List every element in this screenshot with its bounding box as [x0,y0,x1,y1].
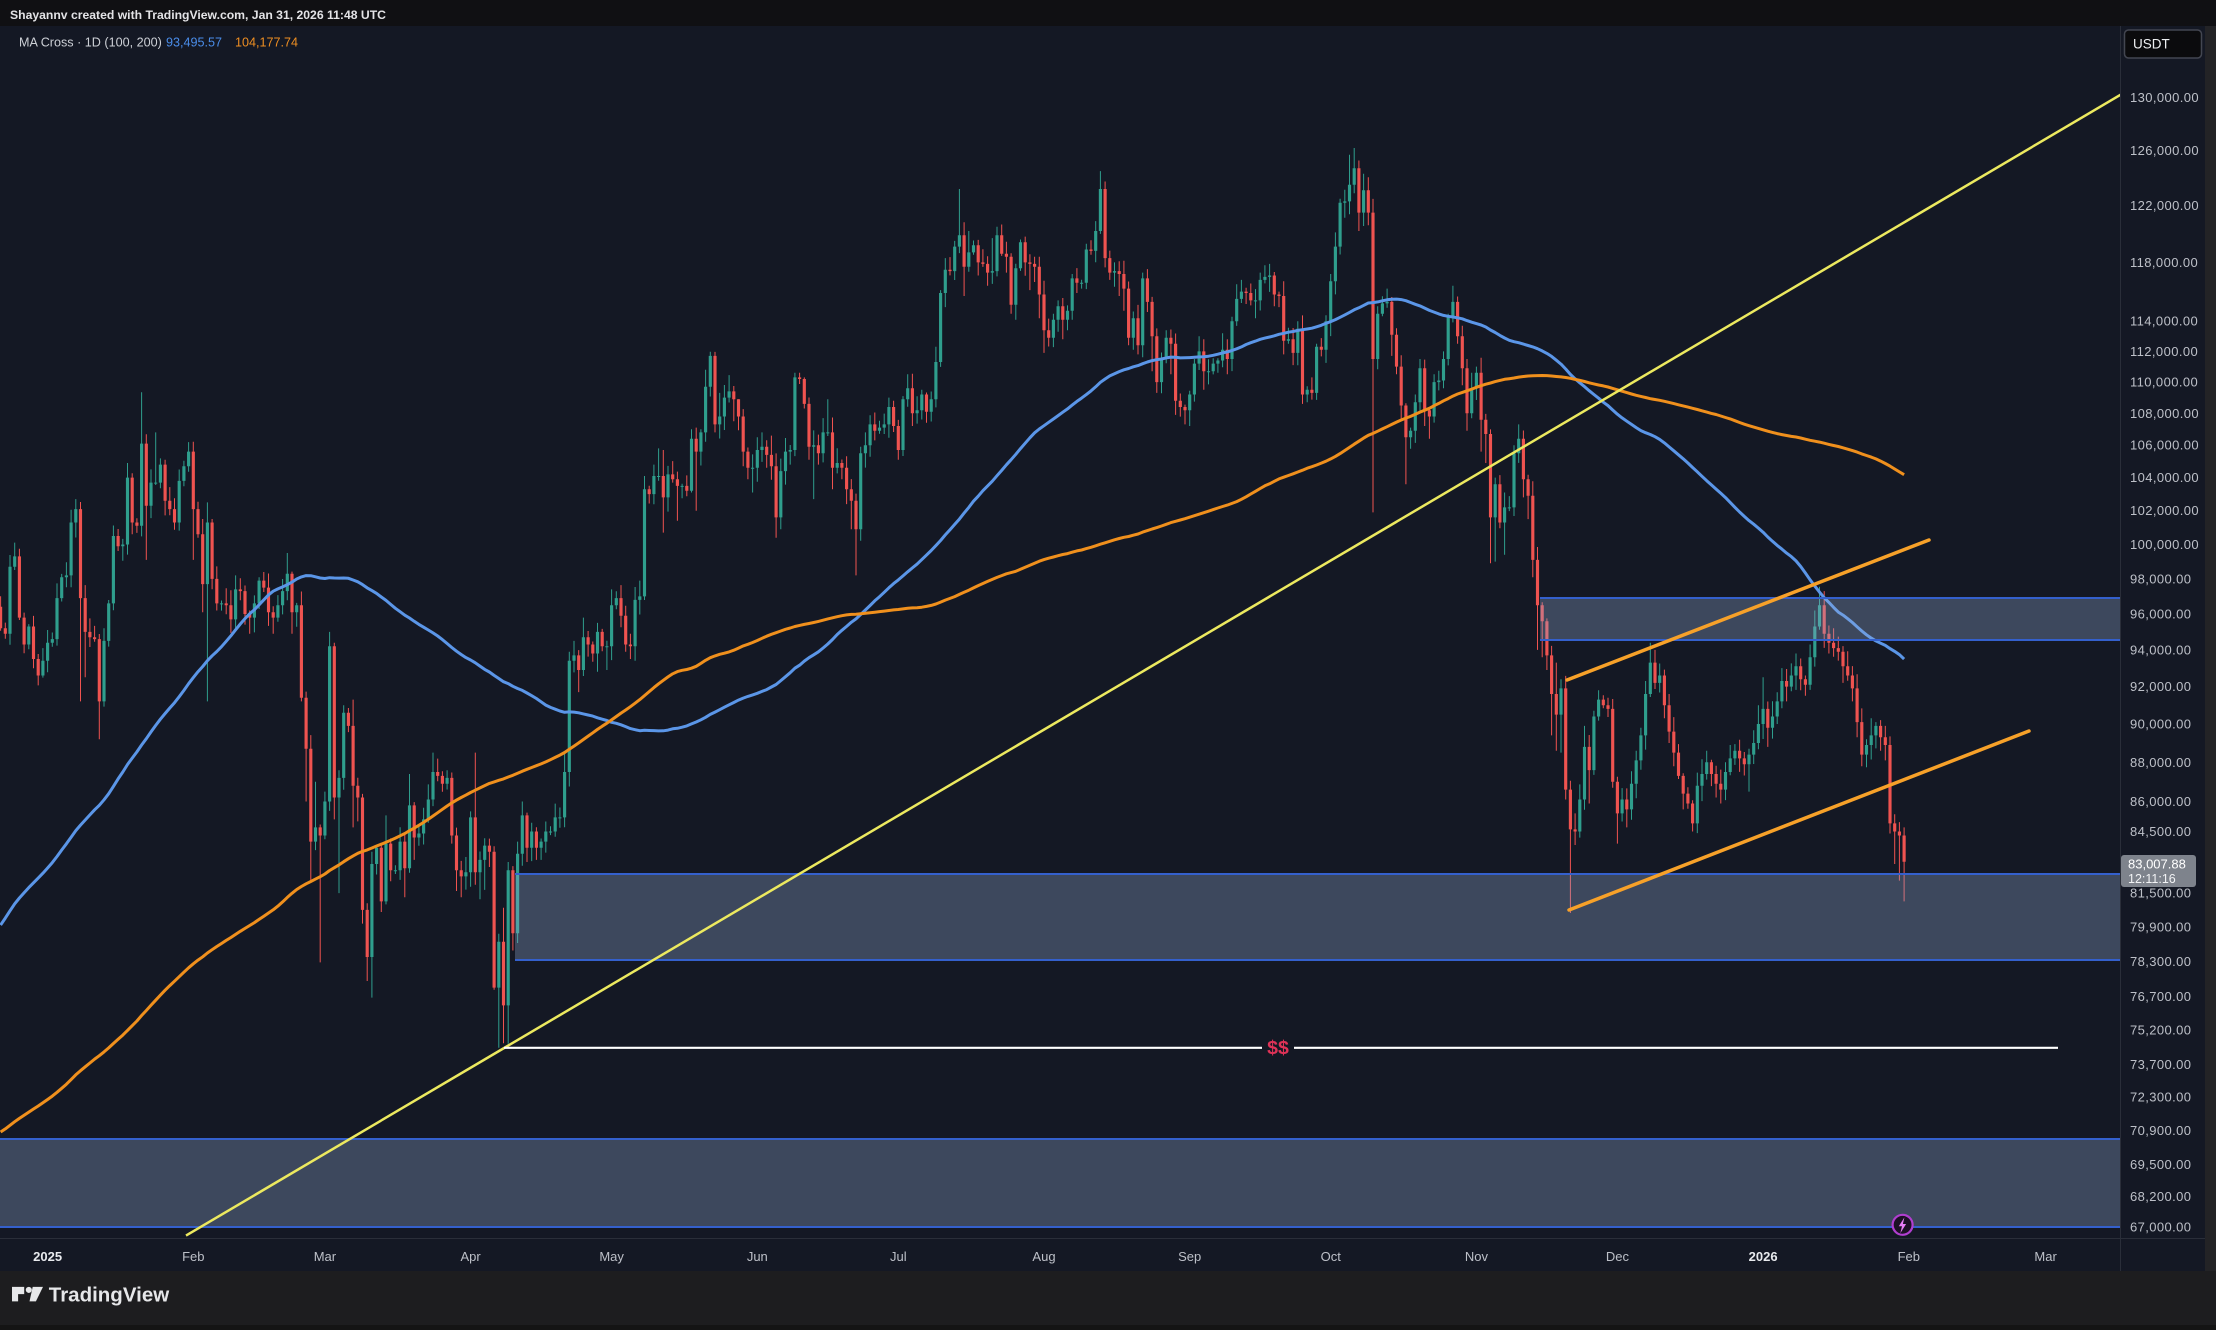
svg-text:76,700.00: 76,700.00 [2130,989,2191,1004]
svg-text:Dec: Dec [1606,1249,1630,1264]
svg-text:104,177.74: 104,177.74 [235,36,298,50]
svg-text:84,500.00: 84,500.00 [2130,824,2191,839]
svg-text:102,000.00: 102,000.00 [2130,503,2199,518]
svg-text:126,000.00: 126,000.00 [2130,143,2199,158]
svg-text:88,000.00: 88,000.00 [2130,755,2191,770]
svg-text:2025: 2025 [33,1249,62,1264]
svg-text:Sep: Sep [1178,1249,1201,1264]
svg-text:78,300.00: 78,300.00 [2130,954,2191,969]
svg-text:96,000.00: 96,000.00 [2130,607,2191,622]
svg-text:67,000.00: 67,000.00 [2130,1219,2191,1234]
svg-text:$$: $$ [1267,1037,1289,1059]
svg-text:93,495.57: 93,495.57 [166,36,222,50]
svg-text:130,000.00: 130,000.00 [2130,90,2199,105]
svg-text:12:11:16: 12:11:16 [2128,872,2176,886]
svg-text:69,500.00: 69,500.00 [2130,1157,2191,1172]
svg-text:Feb: Feb [182,1249,204,1264]
svg-text:Nov: Nov [1465,1249,1489,1264]
svg-text:118,000.00: 118,000.00 [2130,255,2198,270]
svg-text:90,000.00: 90,000.00 [2130,717,2191,732]
svg-text:Jun: Jun [747,1249,768,1264]
svg-text:98,000.00: 98,000.00 [2130,571,2191,586]
svg-text:106,000.00: 106,000.00 [2130,438,2199,453]
svg-text:68,200.00: 68,200.00 [2130,1189,2191,1204]
svg-text:110,000.00: 110,000.00 [2130,375,2198,390]
svg-text:70,900.00: 70,900.00 [2130,1123,2191,1138]
svg-text:79,900.00: 79,900.00 [2130,919,2191,934]
svg-text:Mar: Mar [314,1249,337,1264]
svg-text:TradingView: TradingView [49,1284,169,1307]
svg-text:72,300.00: 72,300.00 [2130,1090,2191,1105]
svg-text:108,000.00: 108,000.00 [2130,406,2199,421]
svg-text:75,200.00: 75,200.00 [2130,1023,2191,1038]
svg-text:USDT: USDT [2133,37,2170,52]
svg-text:May: May [599,1249,624,1264]
svg-text:104,000.00: 104,000.00 [2130,470,2199,485]
svg-text:2026: 2026 [1749,1249,1778,1264]
svg-text:Oct: Oct [1321,1249,1342,1264]
svg-text:122,000.00: 122,000.00 [2130,198,2199,213]
svg-text:81,500.00: 81,500.00 [2130,886,2191,901]
svg-text:92,000.00: 92,000.00 [2130,679,2191,694]
svg-text:100,000.00: 100,000.00 [2130,537,2199,552]
svg-text:Mar: Mar [2034,1249,2057,1264]
svg-text:114,000.00: 114,000.00 [2130,314,2198,329]
svg-text:Apr: Apr [460,1249,481,1264]
svg-text:Jul: Jul [890,1249,907,1264]
svg-text:Feb: Feb [1898,1249,1920,1264]
svg-text:83,007.88: 83,007.88 [2128,857,2186,872]
svg-text:86,000.00: 86,000.00 [2130,794,2191,809]
svg-text:Shayannv created with TradingV: Shayannv created with TradingView.com, J… [10,8,386,22]
svg-text:73,700.00: 73,700.00 [2130,1057,2191,1072]
svg-text:MA Cross · 1D (100, 200): MA Cross · 1D (100, 200) [19,36,162,50]
svg-text:112,000.00: 112,000.00 [2130,344,2198,359]
svg-text:Aug: Aug [1032,1249,1055,1264]
svg-text:94,000.00: 94,000.00 [2130,642,2191,657]
